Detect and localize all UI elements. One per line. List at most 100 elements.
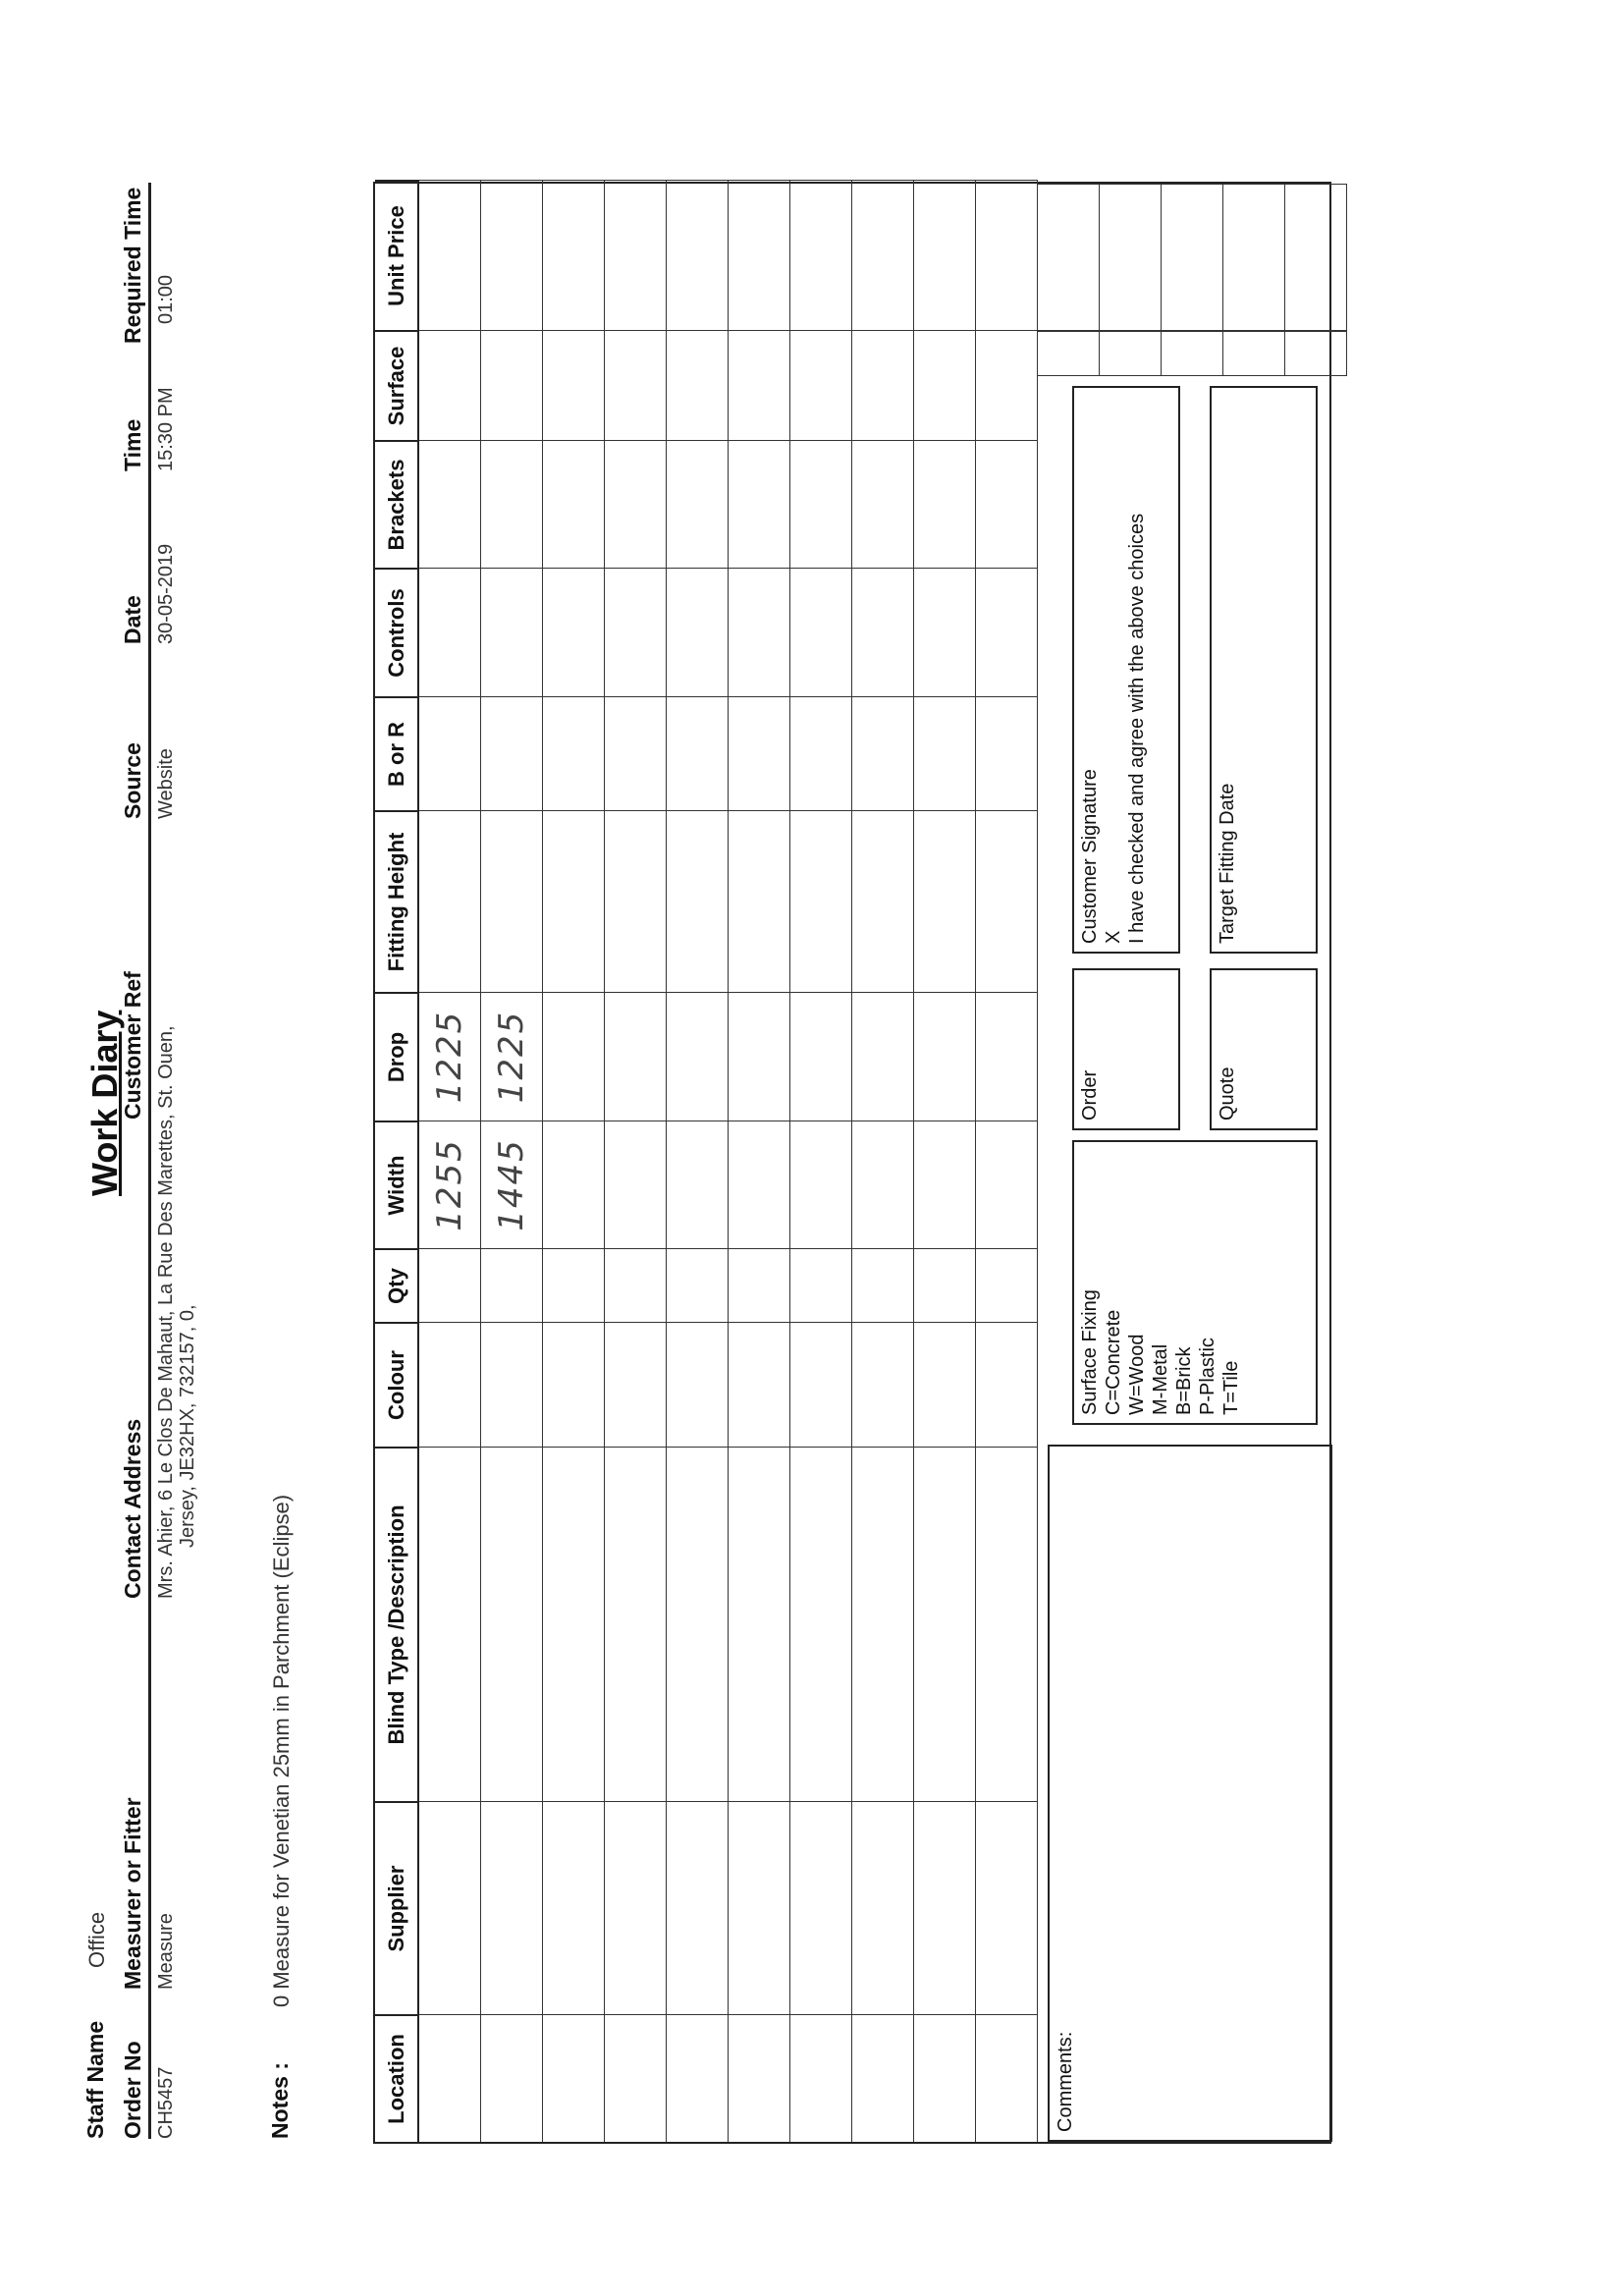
table-cell (481, 440, 543, 568)
table-cell (605, 440, 667, 568)
table-cell (481, 2014, 543, 2142)
table-cell (729, 2014, 790, 2142)
table-cell (914, 696, 976, 810)
table-cell (419, 1447, 481, 1801)
table-cell (481, 568, 543, 696)
table-cell (543, 180, 605, 330)
table-cell (729, 1801, 790, 2014)
source-label: Source (120, 742, 145, 819)
table-cell (852, 2014, 914, 2142)
surface-fixing-box-line: B=Brick (1173, 1346, 1195, 1415)
order-no-label: Order No (120, 2041, 145, 2139)
table-cell (667, 1248, 729, 1322)
table-cell (976, 1322, 1038, 1447)
column-header: Fitting Height (375, 810, 419, 992)
table-cell (790, 992, 852, 1121)
table-cell (543, 1248, 605, 1322)
table-cell (667, 330, 729, 440)
table-cell (852, 440, 914, 568)
table-cell (605, 810, 667, 992)
order-no-value: CH5457 (155, 2066, 177, 2139)
table-cell (419, 440, 481, 568)
table-cell (419, 2014, 481, 2142)
table-cell (976, 330, 1038, 440)
column-header: Blind Type /Description (375, 1447, 419, 1801)
measurer-value: Measure (155, 1913, 177, 1990)
column-header: Drop (375, 992, 419, 1121)
order-table: Location Supplier Blind Type /Description C… (373, 180, 1347, 2144)
table-cell (852, 1248, 914, 1322)
table-cell (419, 180, 481, 330)
customer-signature-box: Customer Signature X I have checked and ag… (1072, 386, 1180, 954)
table-cell (667, 1801, 729, 2014)
table-cell (419, 330, 481, 440)
table-cell (543, 330, 605, 440)
table-cell (481, 1447, 543, 1801)
order-box: Order (1072, 968, 1180, 1130)
table-cell (419, 1801, 481, 2014)
notes-label: Notes : (267, 2062, 293, 2139)
footer-grid-cell (1162, 184, 1223, 376)
table-cell: 1255 (419, 1121, 481, 1248)
table-cell (790, 568, 852, 696)
address-line1: Mrs. Ahier, 6 Le Clos De Mahaut, La Rue … (155, 1025, 177, 1599)
table-cell (976, 1121, 1038, 1248)
table-cell (914, 568, 976, 696)
measurer-label: Measurer or Fitter (120, 1797, 145, 1990)
footer-grid-cell (1223, 184, 1285, 376)
table-cell (914, 1121, 976, 1248)
footer-grid-cell (1285, 184, 1347, 376)
table-cell (914, 1801, 976, 2014)
table-cell (976, 2014, 1038, 2142)
table-cell (605, 1447, 667, 1801)
surface-fixing-box: Surface Fixing C=Concrete W=Wood M-Metal B=B… (1072, 1140, 1318, 1425)
required-time-value: 01:00 (155, 274, 177, 324)
required-time-label: Required Time (120, 187, 145, 344)
table-cell (605, 2014, 667, 2142)
footer-grid-cell (1038, 184, 1100, 376)
table-cell (419, 1322, 481, 1447)
column-header: Width (375, 1121, 419, 1248)
table-cell (481, 180, 543, 330)
staff-name-value: Office (84, 1911, 109, 1968)
table-cell (729, 1322, 790, 1447)
customer-ref-label: Customer Ref (120, 971, 145, 1120)
header-divider (148, 183, 151, 2139)
target-fitting-date-box: Target Fitting Date (1210, 386, 1318, 954)
table-cell (605, 992, 667, 1121)
customer-signature-box-line: I have checked and agree with the above … (1126, 513, 1148, 944)
table-cell (790, 696, 852, 810)
time-value: 15:30 PM (155, 387, 177, 471)
surface-fixing-box-line: Surface Fixing (1079, 1289, 1101, 1415)
table-cell (852, 1322, 914, 1447)
column-header: Brackets (375, 440, 419, 568)
table-cell (729, 330, 790, 440)
column-header: Qty (375, 1248, 419, 1322)
table-cell (914, 1322, 976, 1447)
table-cell (914, 1248, 976, 1322)
table-cell (419, 1248, 481, 1322)
table-cell (605, 1248, 667, 1322)
column-header: Location (375, 2014, 419, 2142)
table-cell (481, 1248, 543, 1322)
surface-fixing-box-line: T=Tile (1220, 1360, 1242, 1415)
table-cell (543, 992, 605, 1121)
table-cell (667, 180, 729, 330)
table-cell (976, 180, 1038, 330)
table-cell (976, 696, 1038, 810)
customer-signature-box-line: X (1103, 930, 1124, 944)
table-cell (729, 1447, 790, 1801)
table-cell (729, 696, 790, 810)
table-cell (852, 810, 914, 992)
table-cell (790, 180, 852, 330)
surface-fixing-box-line: W=Wood (1126, 1334, 1148, 1415)
table-cell (790, 1801, 852, 2014)
table-cell (729, 992, 790, 1121)
table-cell (419, 810, 481, 992)
column-header: Colour (375, 1322, 419, 1447)
table-cell (914, 810, 976, 992)
table-cell (605, 330, 667, 440)
column-header: Unit Price (375, 180, 419, 330)
table-cell: 1225 (419, 992, 481, 1121)
